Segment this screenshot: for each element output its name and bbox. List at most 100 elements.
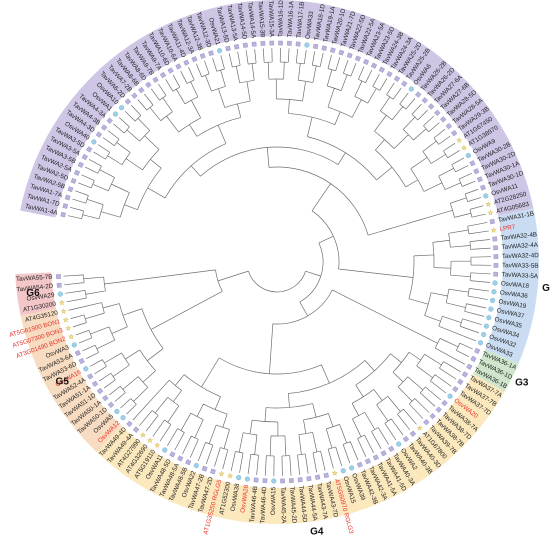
leaf-marker-square [74, 169, 80, 176]
leaf-marker-square [466, 363, 473, 370]
leaf-label: OsvWA29 [26, 292, 55, 303]
leaf-marker-star [140, 432, 146, 438]
leaf-marker-square [434, 109, 441, 116]
leaf-marker-square [378, 66, 385, 73]
leaf-label: TavWA32-4D [502, 252, 539, 260]
leaf-label: TavWA16-1A [286, 0, 295, 38]
leaf-marker-circle [119, 105, 125, 111]
leaf-label: OsvWA33 [304, 10, 315, 39]
leaf-label: OsvWA18 [501, 280, 530, 290]
leaf-label: OsvWA38 [229, 482, 241, 511]
leaf-marker-square [60, 211, 66, 218]
leaf-marker-square [402, 435, 410, 443]
leaf-marker-square [441, 399, 448, 407]
leaf-marker-circle [114, 408, 120, 414]
leaf-marker-square [346, 52, 353, 59]
group-label-g5: G5 [56, 377, 70, 388]
leaf-marker-square [185, 459, 192, 466]
leaf-marker-square [269, 40, 275, 46]
leaf-marker-square [77, 161, 84, 168]
leaf-marker-square [152, 76, 159, 83]
leaf-marker-square [208, 50, 214, 56]
leaf-marker-square [470, 355, 477, 362]
leaf-marker-square [480, 184, 486, 191]
leaf-marker-star [416, 425, 423, 431]
leaf-marker-square [423, 419, 430, 426]
leaf-marker-square [64, 194, 71, 201]
leaf-label: TavWA33-5B [502, 262, 539, 270]
leaf-marker-square [145, 81, 152, 88]
leaf-label: TavWA54-2D [16, 283, 54, 294]
leaf-marker-square [234, 44, 240, 50]
leaf-marker-square [469, 160, 476, 167]
leaf-label: TavWA45-2A [279, 487, 287, 524]
leaf-marker-square [286, 40, 292, 46]
leaf-marker-square [386, 71, 393, 78]
leaf-label: TavWA33-5A [501, 271, 539, 280]
leaf-marker-circle [483, 323, 489, 329]
leaf-marker-square [371, 62, 378, 69]
leaf-marker-square [106, 117, 113, 124]
leaf-marker-square [67, 186, 74, 193]
leaf-marker-square [191, 56, 198, 63]
leaf-marker-square [70, 178, 77, 184]
leaf-marker-square [132, 426, 140, 433]
leaf-marker-square [91, 380, 99, 387]
branch-lines [63, 48, 491, 476]
leaf-marker-square [87, 373, 94, 380]
leaf-marker-square [242, 42, 248, 48]
leaf-marker-square [280, 478, 285, 484]
leaf-marker-square [295, 41, 301, 47]
leaf-marker-square [421, 97, 428, 104]
leaf-marker-square [355, 55, 361, 62]
leaf-marker-square [330, 47, 336, 53]
leaf-marker-square [393, 75, 401, 82]
leaf-marker-square [306, 476, 312, 482]
leaf-marker-square [86, 146, 93, 153]
leaf-label: TavWA44-5D [297, 485, 308, 523]
leaf-label: OsvWA36 [499, 289, 528, 300]
leaf-marker-star [331, 470, 338, 476]
leaf-marker-square [440, 116, 447, 123]
leaf-marker-circle [492, 280, 498, 286]
leaf-labels: TavWA1-4ATavWA1-7DTavWA1-7ATavWA2-5BTavW… [9, 0, 540, 535]
leaf-marker-square [95, 131, 102, 138]
leaf-marker-star [60, 308, 67, 314]
leaf-marker-circle [340, 468, 346, 474]
leaf-marker-circle [244, 476, 250, 482]
leaf-marker-square [429, 412, 436, 420]
leaf-label: TavWA15-3B [257, 1, 266, 38]
tree-branches [63, 48, 491, 476]
leaf-marker-square [435, 406, 442, 413]
group-band-g2 [485, 208, 539, 364]
leaf-marker-square [452, 385, 459, 393]
group-label-g2: G2 [542, 283, 550, 294]
leaf-marker-square [131, 92, 138, 99]
leaf-marker-square [415, 91, 422, 98]
leaf-marker-star [58, 299, 65, 306]
leaf-marker-circle [193, 463, 199, 469]
group-band-g1 [20, 0, 534, 218]
group-band-g6 [15, 272, 56, 316]
leaf-marker-square [102, 394, 109, 402]
leaf-marker-square [81, 153, 88, 161]
leaf-marker-circle [271, 478, 277, 484]
leaf-marker-circle [408, 86, 414, 92]
leaf-marker-square [288, 478, 294, 483]
leaf-marker-square [56, 282, 62, 288]
leaf-marker-square [253, 477, 259, 483]
leaf-marker-circle [71, 342, 77, 348]
group-label-g6: G6 [26, 288, 40, 299]
leaf-marker-star [147, 437, 153, 443]
leaf-marker-square [321, 45, 327, 51]
leaf-marker-square [489, 218, 495, 225]
leaf-marker-square [278, 40, 283, 46]
leaf-marker-circle [162, 447, 168, 453]
leaf-marker-star [218, 470, 225, 477]
leaf-marker-circle [491, 289, 497, 295]
leaf-marker-circle [57, 291, 63, 297]
leaf-marker-square [461, 371, 469, 378]
leaf-marker-square [473, 168, 480, 175]
leaf-label: TavWA46-4D [259, 486, 268, 524]
